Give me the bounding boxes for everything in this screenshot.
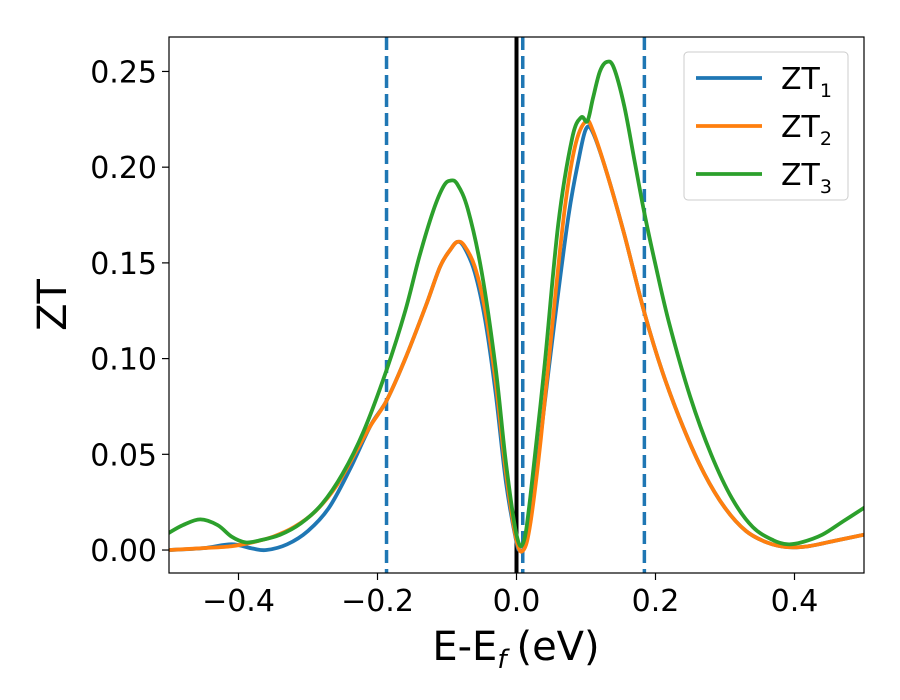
x-tick-label: 0.0: [493, 584, 541, 619]
x-axis-label-unit: (eV): [516, 624, 599, 670]
x-axis-label: E-Ef (eV): [432, 624, 599, 675]
legend-box: [683, 51, 849, 201]
x-tick-label: −0.2: [341, 584, 414, 619]
y-tick-label: 0.05: [90, 438, 157, 473]
legend-label-main: ZT: [781, 158, 821, 193]
y-tick-label: 0.00: [90, 534, 157, 569]
y-tick-label: 0.15: [90, 247, 157, 282]
x-axis-label-sub: f: [497, 645, 510, 675]
y-axis-label: ZT: [30, 279, 76, 331]
legend-label-main: ZT: [781, 62, 821, 97]
legend-label-main: ZT: [781, 110, 821, 145]
y-axis: 0.00 0.05 0.10 0.15 0.20 0.25: [90, 55, 169, 569]
y-tick-label: 0.25: [90, 55, 157, 90]
x-tick-label: 0.4: [771, 584, 819, 619]
x-axis-label-main: E-E: [432, 624, 497, 670]
x-tick-label: 0.2: [632, 584, 680, 619]
legend-label-zt2: ZT2: [781, 110, 832, 150]
series-layer: [169, 59, 864, 554]
legend-label-sub: 1: [820, 80, 832, 102]
x-tick-label: −0.4: [202, 584, 275, 619]
y-tick-label: 0.10: [90, 343, 157, 378]
reference-lines: [384, 37, 647, 573]
legend-label-sub: 3: [820, 176, 832, 198]
y-tick-label: 0.20: [90, 151, 157, 186]
legend-label-zt3: ZT3: [781, 158, 832, 198]
legend-label-zt1: ZT1: [781, 62, 832, 102]
legend-label-sub: 2: [820, 128, 832, 150]
series-line-zt3: [169, 59, 864, 549]
x-axis: −0.4 −0.2 0.0 0.2 0.4: [202, 573, 818, 619]
